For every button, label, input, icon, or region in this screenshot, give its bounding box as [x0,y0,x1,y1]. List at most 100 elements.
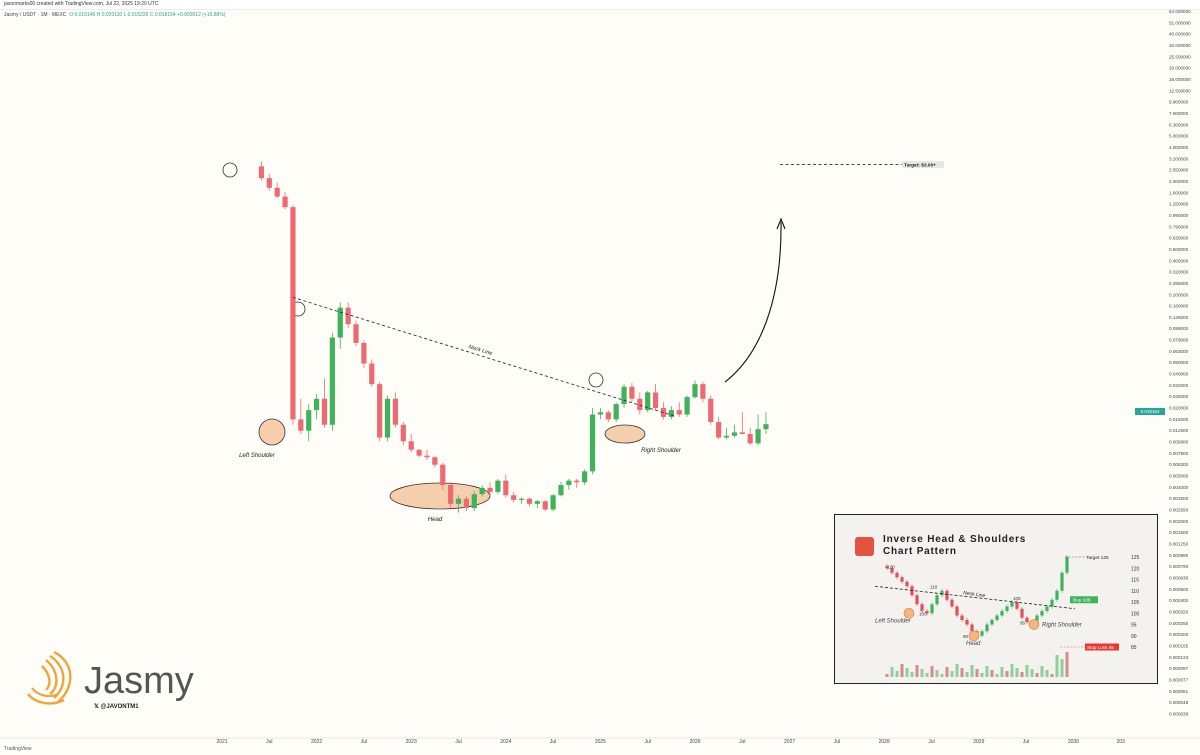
candle-body [692,384,698,398]
jasmy-logo-icon [27,650,72,705]
price-axis-label: 0.990000 [1169,213,1189,218]
time-axis-label: Jul [455,739,461,745]
candle-body [526,498,533,504]
candle-body [763,424,769,430]
inset-neck-label: Neck Line [963,590,986,599]
candle-body [455,498,462,504]
left-shoulder-ellipse [258,418,286,446]
time-axis-label: Jul [644,739,650,745]
inset-candle-body [950,599,954,607]
price-axis-label: 0.063000 [1169,349,1189,354]
inset-y-label: 85 [1131,645,1137,651]
price-axis-label: 0.160000 [1169,304,1189,309]
candle-body [377,384,383,438]
inset-chart: 125 120 115 110 105 100 95 90 85 Neck Line 120 110 1… [874,555,1140,677]
inset-candle-body [1025,617,1029,623]
inset-candle-body [1050,599,1054,607]
candle-body [369,363,375,385]
price-axis-label: 0.002000 [1169,519,1189,524]
candle-body [589,414,596,472]
candle-body [424,455,430,458]
candle-body [329,337,335,425]
inset-pivot-circle [903,607,915,619]
current-price-tag: 0.018154 [1135,408,1165,415]
candle-body [408,441,414,450]
inset-title-line1: Inverse Head & Shoulders [883,534,1027,545]
candle-body [321,398,328,425]
time-axis-label: 2021 [216,739,227,745]
projection-arrow-head [776,217,786,230]
candle-body [637,398,643,411]
inset-volume-bar [1010,664,1014,677]
time-axis-label: Jul [928,739,934,745]
price-axis-label: 0.040000 [1169,372,1189,377]
left-shoulder-label: Left Shoulder [239,453,276,459]
time-axis-label: 2022 [311,739,322,745]
time-axis-label: Jul [361,739,367,745]
inset-volume-bar [890,667,894,677]
inset-candle-body [1040,611,1044,616]
price-axis-label: 0.006300 [1169,462,1189,467]
inset-volume-bar [930,666,934,677]
pattern-inset: Inverse Head & Shoulders Chart Pattern 1… [834,514,1158,684]
price-axis-label: 0.125000 [1169,315,1189,320]
inset-volume-bar [950,671,954,677]
inset-head-label: Head [966,641,981,647]
price-axis-label: 0.000155 [1169,643,1189,648]
price-axis-label: 0.079000 [1169,338,1189,343]
candle-body [416,449,422,456]
candle-body [314,398,320,411]
candle-body [534,501,540,504]
price-axis-label: 0.000500 [1169,587,1189,592]
inset-volume-bar [900,664,904,677]
inset-y-label: 95 [1131,623,1137,629]
inset-point-label: 90 [963,634,969,639]
inset-neck-line [874,585,1076,610]
candle-body [495,480,501,492]
price-axis-label: 64.000000 [1169,9,1191,14]
inset-volume-bar [1055,655,1059,677]
price-axis-label: 0.000320 [1169,609,1189,614]
time-axis-label: 2024 [500,739,511,745]
inset-candle-body [1045,606,1049,611]
price-axis-label: 0.004000 [1169,485,1189,490]
time-axis-label: 2030 [1068,739,1079,745]
inset-candle-body [940,590,944,596]
price-axis-label: 0.002550 [1169,508,1189,513]
neck-line-label: Neck Line [468,344,493,357]
inset-y-label: 110 [1131,589,1139,595]
inset-volume-bar [1000,667,1004,677]
inset-volume-bar [1025,665,1029,677]
inset-candle-body [1020,608,1024,618]
inset-candle-body [1060,572,1064,591]
inset-candle-body [890,568,894,573]
symbol-line: Jasmy / USDT · 1M · MEXC [4,12,67,18]
ath-circle [222,162,238,178]
inset-volume-bar [1040,666,1044,677]
top-info-bar: jasonmarks00 created with TradingView.co… [0,0,1200,10]
inset-candle-body [895,572,899,578]
inset-volume-bar [1050,674,1054,677]
candle-body [558,485,564,496]
candle-body [574,480,580,483]
candle-body [384,398,391,438]
inset-volume-bar [995,674,999,677]
candle-body [503,480,509,496]
inset-candle-body [965,620,969,625]
price-axis-label: 16.000000 [1169,77,1191,82]
brand-name: Jasmy [84,660,194,702]
price-axis-label: 32.000000 [1169,43,1191,48]
right-shoulder-ellipse [604,424,646,444]
inset-candle-body [905,581,909,587]
inset-volume-bar [910,672,914,677]
price-axis-label: 3.200000 [1169,156,1189,161]
inset-candle-body [1055,590,1059,600]
inset-y-label: 100 [1131,611,1140,617]
inset-volume-bar [980,673,984,677]
candle-body [645,392,651,411]
brand-handle: 𝕏 @JAVONTM1 [94,704,139,710]
price-axis-label: 20.000000 [1169,66,1191,71]
candle-body [432,457,438,465]
price-axis-label: 0.320000 [1169,270,1189,275]
price-axis-label: 0.400000 [1169,258,1189,263]
